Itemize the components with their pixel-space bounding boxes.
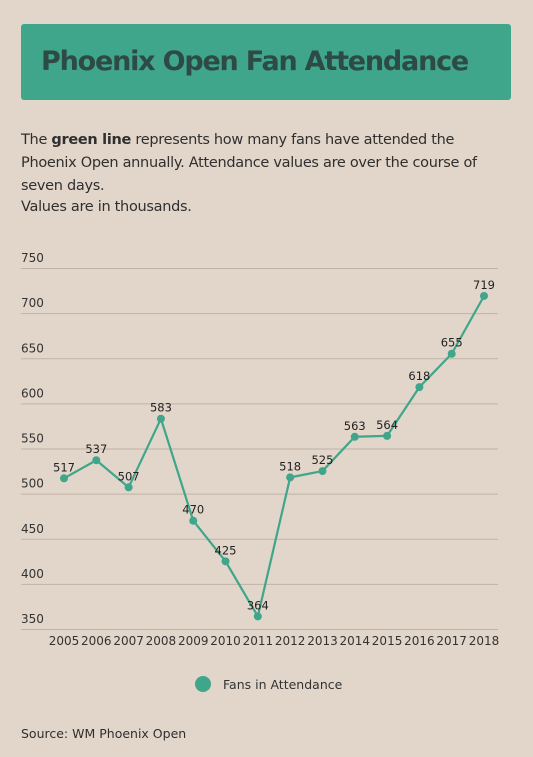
- data-point: [318, 467, 327, 476]
- data-label: 719: [473, 278, 495, 292]
- x-tick-label: 2009: [178, 634, 209, 648]
- data-label: 364: [247, 598, 269, 612]
- x-tick-label: 2008: [146, 634, 177, 648]
- description-highlight: green line: [51, 132, 132, 148]
- y-tick-label: 450: [21, 522, 44, 536]
- chart-legend: Fans in Attendance: [195, 675, 342, 693]
- data-label: 563: [344, 419, 366, 433]
- y-tick-label: 700: [21, 296, 44, 310]
- data-label: 618: [408, 369, 430, 383]
- data-label: 537: [85, 442, 107, 456]
- series-line: [63, 295, 485, 618]
- x-tick-label: 2018: [469, 634, 500, 648]
- data-point: [350, 432, 359, 441]
- x-tick-label: 2017: [436, 634, 467, 648]
- data-label: 425: [215, 543, 237, 557]
- page-title: Phoenix Open Fan Attendance: [41, 46, 469, 77]
- y-tick-label: 600: [21, 386, 44, 400]
- x-tick-label: 2014: [339, 634, 370, 648]
- legend-label: Fans in Attendance: [223, 676, 343, 692]
- x-tick-label: 2007: [113, 634, 144, 648]
- source-note: Source: WM Phoenix Open: [21, 726, 187, 741]
- data-label: 470: [182, 503, 204, 517]
- description-suffix: represents how many fans have attended t…: [21, 132, 477, 194]
- data-label: 564: [376, 418, 398, 432]
- x-tick-label: 2005: [49, 634, 80, 648]
- data-label: 583: [150, 401, 172, 415]
- y-tick-label: 650: [21, 341, 44, 355]
- title-banner: Phoenix Open Fan Attendance: [21, 24, 511, 100]
- data-point: [156, 414, 165, 423]
- data-point: [447, 349, 456, 358]
- data-point: [253, 612, 262, 621]
- x-tick-label: 2013: [307, 634, 338, 648]
- data-point: [383, 431, 392, 440]
- units-note: Values are in thousands.: [21, 199, 192, 215]
- x-tick-label: 2010: [210, 634, 241, 648]
- x-tick-label: 2016: [404, 634, 435, 648]
- chart-description: The green line represents how many fans …: [21, 129, 513, 198]
- data-point: [415, 383, 424, 392]
- legend-marker: [195, 676, 211, 692]
- y-tick-label: 750: [21, 251, 44, 265]
- data-label: 655: [441, 336, 463, 350]
- data-point: [124, 483, 133, 492]
- data-label: 518: [279, 459, 301, 473]
- x-tick-label: 2006: [81, 634, 112, 648]
- data-point: [92, 456, 101, 465]
- description-prefix: The: [21, 132, 52, 148]
- y-tick-label: 500: [21, 477, 44, 491]
- data-label: 507: [118, 469, 140, 483]
- data-point: [221, 557, 230, 566]
- data-label: 525: [311, 453, 333, 467]
- data-point: [286, 473, 295, 482]
- x-tick-label: 2011: [243, 634, 274, 648]
- data-point: [189, 516, 198, 525]
- y-tick-label: 400: [21, 567, 44, 581]
- y-tick-label: 350: [21, 612, 44, 626]
- x-tick-label: 2012: [275, 634, 306, 648]
- x-tick-label: 2015: [372, 634, 403, 648]
- data-label: 517: [53, 460, 75, 474]
- data-point: [480, 291, 488, 300]
- y-tick-label: 550: [21, 432, 44, 446]
- data-point: [60, 474, 68, 483]
